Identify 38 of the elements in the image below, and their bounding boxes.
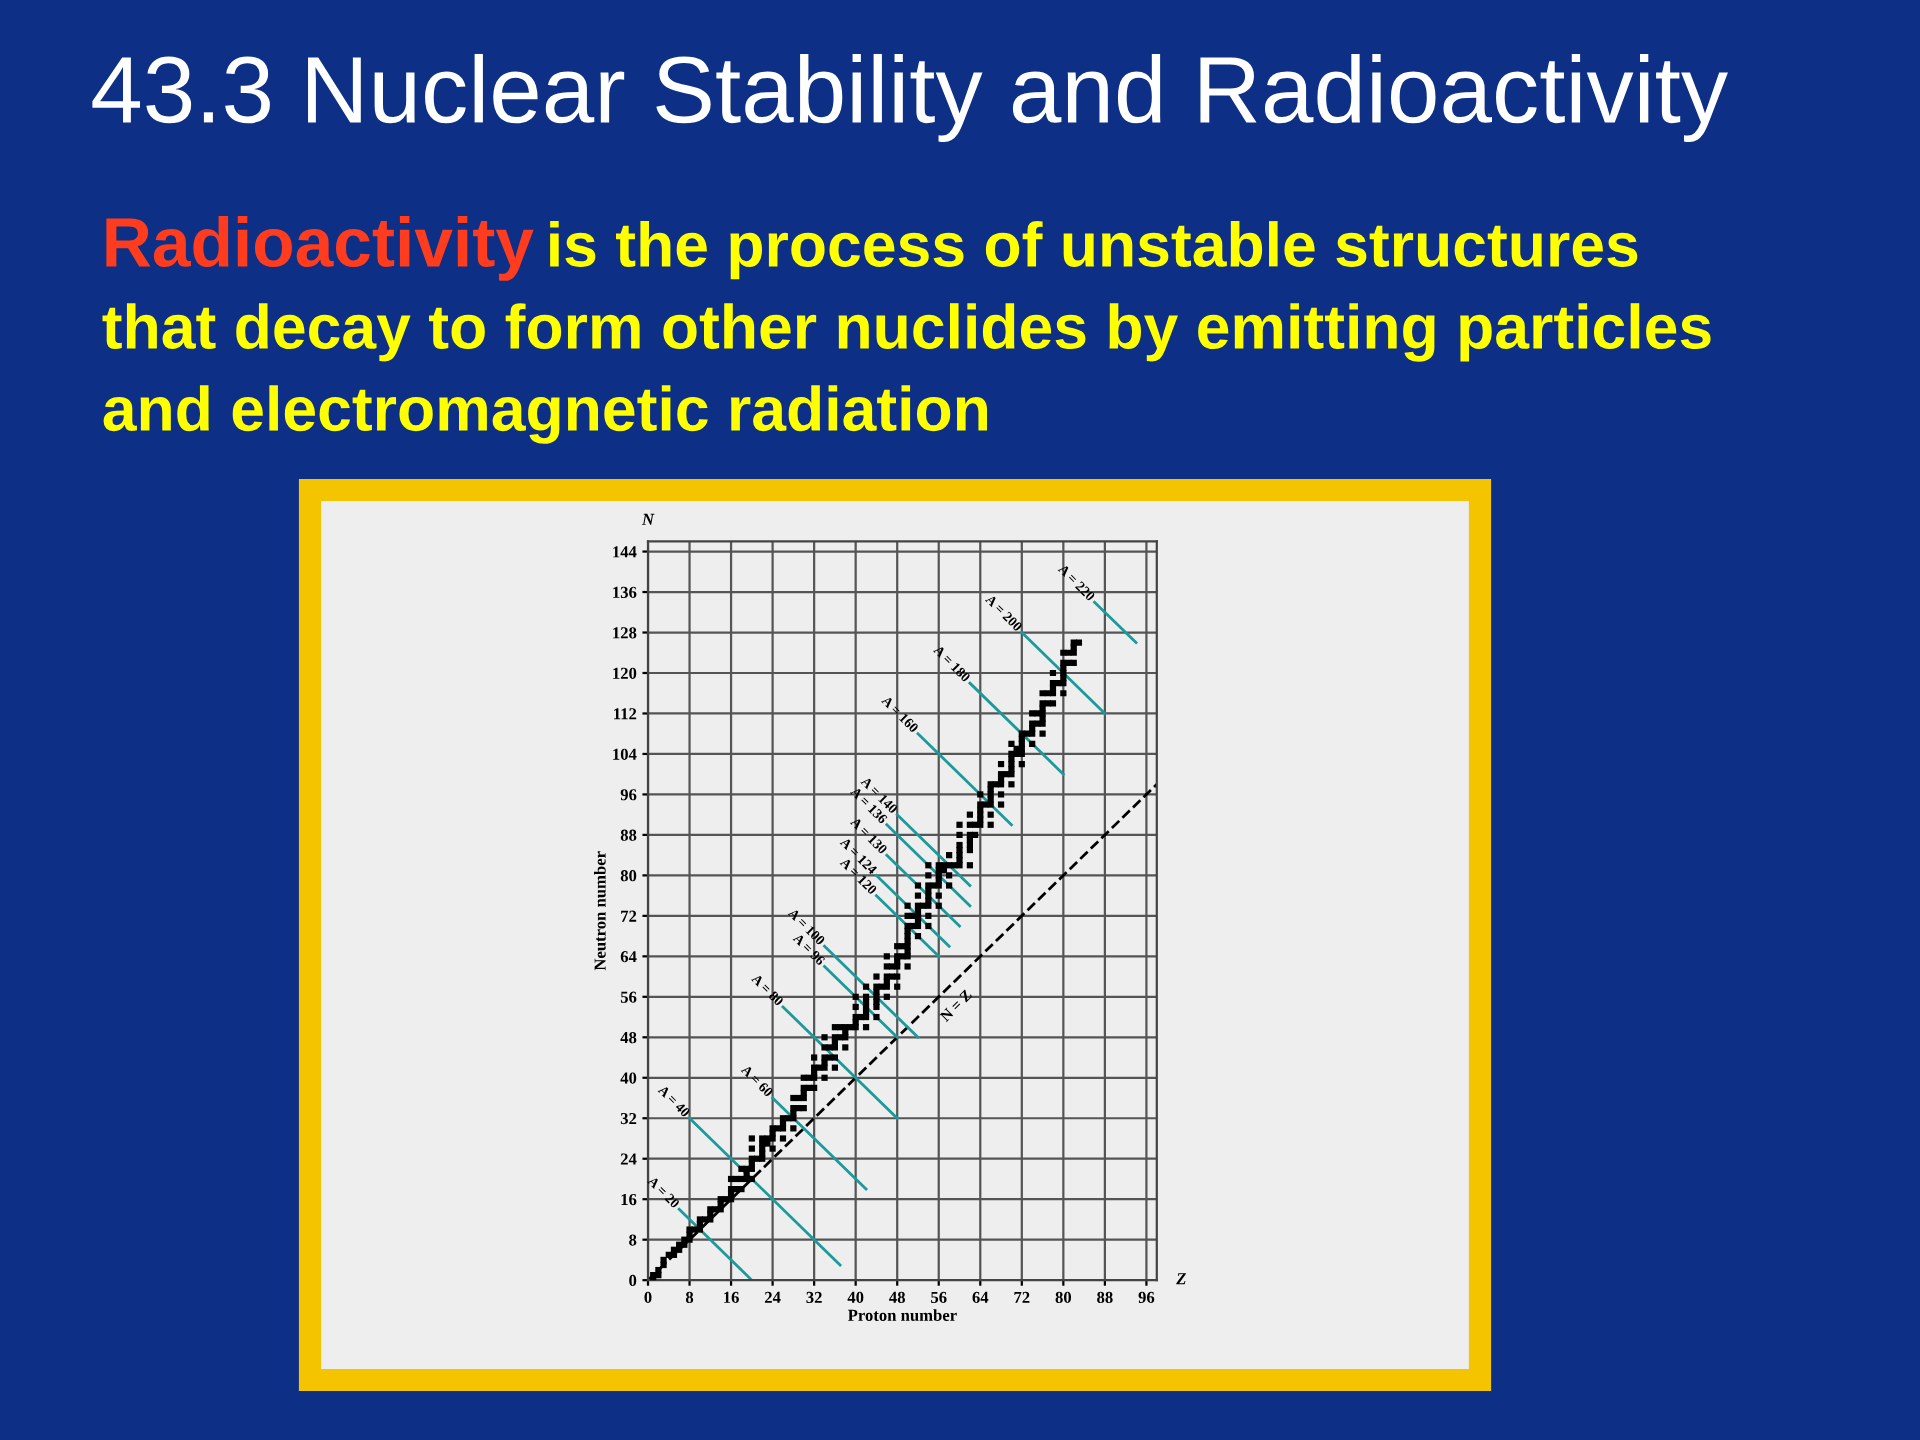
- y-tick-label: 120: [613, 667, 637, 679]
- y-tick-label: 24: [620, 1153, 637, 1165]
- y-tick-label: 0: [629, 1274, 637, 1287]
- x-tick-label: 0: [644, 1291, 652, 1303]
- y-tick-label: 40: [620, 1072, 637, 1084]
- x-axis-title: Proton number: [847, 1309, 957, 1321]
- y-tick-label: 8: [629, 1234, 637, 1246]
- y-tick-label: 16: [621, 1193, 637, 1206]
- x-tick-label: 56: [931, 1291, 947, 1303]
- y-tick-label: 32: [620, 1112, 637, 1125]
- x-tick-label: 64: [972, 1291, 989, 1303]
- x-tick-label: 88: [1097, 1291, 1113, 1303]
- x-tick-label: 40: [847, 1291, 864, 1303]
- y-tick-label: 56: [620, 991, 637, 1003]
- x-tick-label: 8: [685, 1291, 694, 1303]
- y-tick-label: 144: [613, 546, 637, 558]
- y-tick-label: 136: [613, 586, 637, 598]
- y-tick-label: 112: [614, 708, 637, 720]
- y-tick-label: 72: [621, 910, 637, 922]
- chart-title: 43.3 Nuclear Stability and Radioactivity: [92, 53, 1728, 142]
- x-tick-label: 72: [1014, 1291, 1030, 1303]
- x-tick-label: 48: [889, 1291, 905, 1303]
- y-tick-label: 48: [620, 1031, 637, 1044]
- y-tick-label: 128: [613, 627, 637, 639]
- y-tick-label: 80: [620, 870, 637, 882]
- x-tick-label: 32: [806, 1291, 822, 1303]
- y-tick-label: 104: [613, 748, 637, 760]
- y-tick-label: 64: [620, 951, 637, 963]
- x-tick-label: 96: [1138, 1291, 1155, 1303]
- y-tick-label: 96: [620, 789, 637, 801]
- chart-subtitle: Radioactivity is the process of unstable structures that decay to form other nuclides by emitting particles and electromagnetic radiation: [102, 216, 1711, 444]
- text: Z: [1176, 1273, 1186, 1285]
- y-axis-title: Neutron number: [594, 851, 606, 971]
- y-tick-label: 88: [620, 829, 637, 841]
- x-tick-label: 16: [724, 1291, 739, 1303]
- text: N: [641, 513, 655, 525]
- x-tick-label: 24: [764, 1291, 781, 1303]
- x-tick-label: 80: [1055, 1291, 1072, 1303]
